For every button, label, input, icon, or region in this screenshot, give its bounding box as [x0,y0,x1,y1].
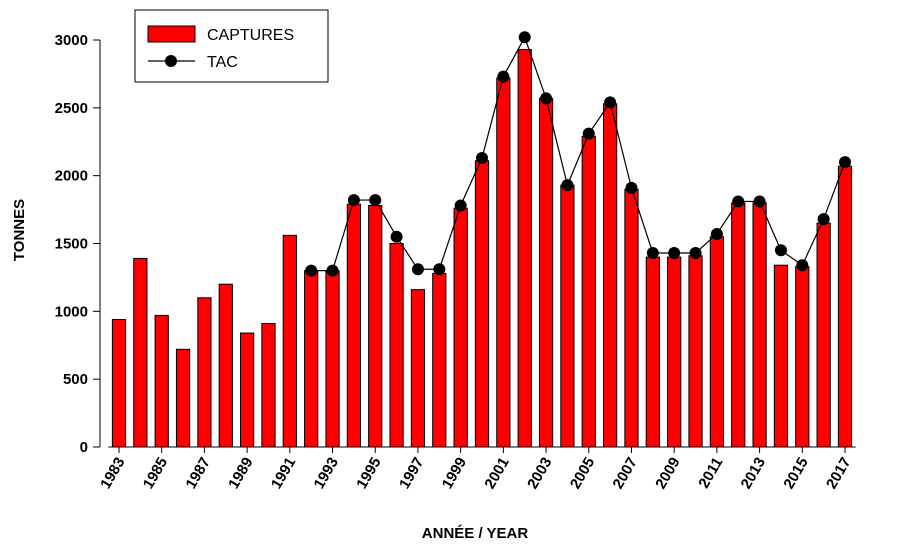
bar [325,270,340,448]
bar [453,207,468,448]
x-tick-label: 1991 [268,455,299,492]
y-tick-label: 2500 [55,100,88,117]
x-tick-label: 2001 [481,454,512,491]
point [433,263,446,276]
bar [474,160,490,448]
legend-text: CAPTURES [207,27,294,44]
point [390,230,403,243]
bar [560,184,575,448]
bar [731,202,746,448]
legend-swatch [147,25,196,43]
bar [175,348,191,448]
point [774,244,787,257]
point [625,181,638,194]
x-tick-label: 1993 [311,455,342,492]
bar [346,203,362,448]
bar [538,97,554,448]
legend-text: TAC [207,54,238,71]
bar [688,255,703,448]
bar [667,256,682,448]
bar [709,236,725,448]
x-tick-label: 1989 [225,455,256,492]
point [839,156,851,169]
point [732,195,745,208]
y-tick-label: 2000 [55,168,88,185]
bar [581,135,596,448]
x-tick-label: 1985 [140,455,171,492]
bar [752,202,767,448]
point [518,31,531,44]
bar [645,256,660,448]
bar [368,205,383,448]
x-tick-label: 1999 [439,455,470,492]
x-tick-label: 1983 [97,455,128,492]
bar [111,318,127,448]
bar [239,332,255,448]
point [753,195,766,208]
legend-swatch [165,55,177,67]
point [411,263,424,276]
y-tick-label: 0 [80,439,88,456]
point [817,213,830,226]
y-tick-label: 3000 [55,32,88,49]
point [454,199,467,212]
point [646,246,659,259]
legend-box [134,9,329,83]
bar [773,264,789,448]
point [689,246,702,259]
point [540,92,553,105]
point [347,194,360,207]
y-tick-label: 500 [63,371,88,388]
y-tick-label: 1500 [55,236,88,253]
x-tick-label: 2013 [738,455,769,492]
bar [133,257,148,448]
bar [218,283,233,448]
x-tick-label: 2003 [524,455,555,492]
y-axis-title: TONNES [11,199,28,261]
x-tick-label: 1997 [396,455,427,492]
point [604,96,617,109]
y-tick-label: 1000 [55,303,88,320]
point [582,127,595,140]
bar [837,165,853,448]
x-tick-label: 1987 [182,455,213,492]
bar [624,188,639,448]
bar [282,234,297,448]
point [710,228,723,241]
bar [816,222,831,448]
bar [154,314,169,448]
point [369,194,382,207]
x-tick-label: 2017 [823,455,854,492]
bar [197,297,212,448]
point [476,152,488,165]
bar [496,77,511,448]
x-tick-label: 2011 [695,455,726,492]
x-tick-label: 1995 [353,455,384,492]
bar [261,323,276,448]
x-tick-label: 2005 [567,455,598,492]
point [497,70,510,83]
x-tick-label: 2015 [780,455,811,492]
point [796,259,809,272]
bar [304,270,319,448]
x-axis-title: ANNÉE / YEAR [422,525,529,542]
bar [410,289,426,448]
bar [389,243,404,448]
point [561,179,574,192]
bar [432,272,447,448]
x-tick-label: 2009 [652,455,683,492]
point [668,246,681,259]
bar [517,48,532,448]
point [326,264,339,277]
bar [602,103,618,448]
bar [795,266,810,448]
point [305,264,318,277]
x-tick-label: 2007 [610,455,641,492]
